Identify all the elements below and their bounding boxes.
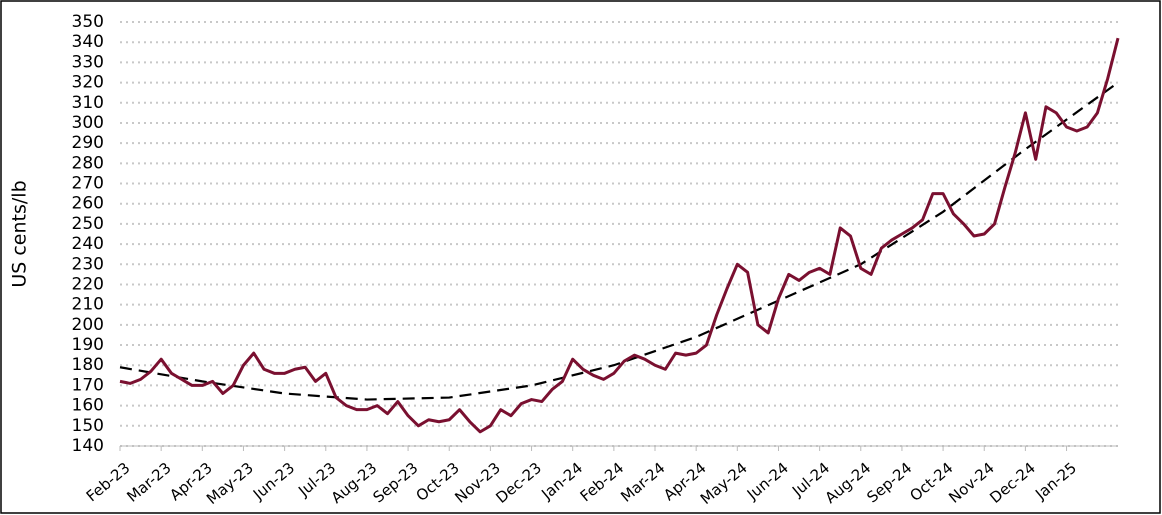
y-axis-label: US cents/lb <box>9 180 31 287</box>
y-tick-label: 200 <box>72 315 104 335</box>
y-tick-label: 280 <box>72 153 104 173</box>
y-tick-label: 250 <box>72 214 104 234</box>
y-tick-label: 160 <box>72 396 104 416</box>
y-tick-label: 150 <box>72 416 104 436</box>
y-tick-label: 270 <box>72 174 104 194</box>
y-tick-label: 260 <box>72 194 104 214</box>
trend-line <box>119 81 1119 401</box>
y-tick-label: 350 <box>72 12 104 32</box>
y-tick-label: 320 <box>72 73 104 93</box>
y-tick-label: 240 <box>72 234 104 254</box>
y-tick-label: 330 <box>72 52 104 72</box>
y-tick-label: 230 <box>72 254 104 274</box>
y-tick-label: 180 <box>72 355 104 375</box>
y-tick-label: 170 <box>72 375 104 395</box>
y-tick-label: 290 <box>72 133 104 153</box>
y-tick-label: 340 <box>72 32 104 52</box>
y-tick-label: 300 <box>72 113 104 133</box>
y-tick-label: 140 <box>72 436 104 456</box>
y-tick-label: 310 <box>72 93 104 113</box>
price-line <box>119 37 1120 434</box>
y-tick-label: 210 <box>72 295 104 315</box>
y-tick-label: 190 <box>72 335 104 355</box>
y-tick-label: 220 <box>72 274 104 294</box>
